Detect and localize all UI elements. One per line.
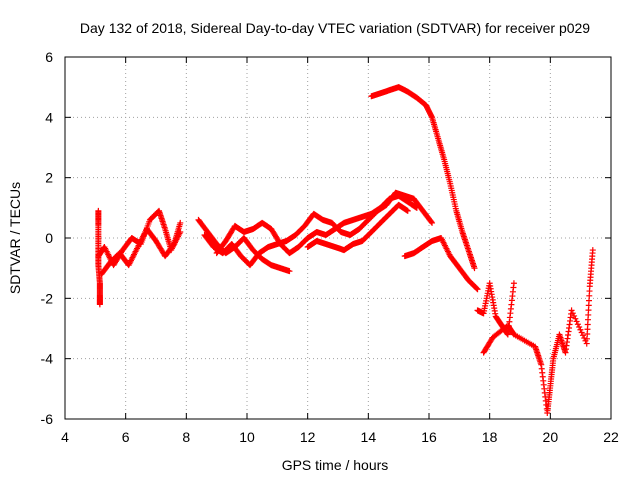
y-tick-label: -4 [41,351,54,367]
data-point [574,321,581,328]
data-point [429,219,436,226]
y-tick-label: -2 [41,290,54,306]
x-tick-label: 18 [482,429,498,445]
data-point [474,286,481,293]
axis-ticks [64,56,612,420]
data-point [573,318,580,325]
data-point [569,310,576,317]
data-point [568,307,575,314]
data-point [170,242,177,249]
grid [65,57,611,419]
x-tick-label: 4 [61,429,69,445]
y-tick-labels: -6 -4 -2 0 2 4 6 [41,49,54,427]
data-point [177,219,184,226]
y-tick-label: -6 [41,411,54,427]
y-axis-label: SDTVAR / TECUs [7,182,23,294]
x-tick-label: 8 [182,429,190,445]
x-tick-labels: 4 6 8 10 12 14 16 18 20 22 [61,429,619,445]
y-tick-label: 0 [45,230,53,246]
data-point [571,312,578,319]
x-axis-label: GPS time / hours [282,457,389,473]
y-tick-label: 6 [45,49,53,65]
data-point [577,326,584,333]
x-tick-label: 6 [122,429,130,445]
data-point [286,268,293,275]
data-point [572,315,579,322]
x-tick-label: 12 [300,429,316,445]
data-point [404,207,411,214]
data-point [471,265,478,272]
data-point [428,218,435,225]
data-point [589,247,596,254]
data-point [473,285,480,292]
data-point [581,335,588,342]
x-tick-label: 16 [421,429,437,445]
data-point [96,301,103,308]
data-point [576,323,583,330]
y-tick-label: 4 [45,109,53,125]
chart-title: Day 132 of 2018, Sidereal Day-to-day VTE… [80,20,590,36]
x-tick-label: 20 [543,429,559,445]
data-point [510,280,517,287]
x-tick-label: 10 [239,429,255,445]
data-marks [95,84,596,416]
data-point [579,332,586,339]
y-tick-label: 2 [45,170,53,186]
x-tick-label: 14 [361,429,377,445]
x-tick-label: 22 [603,429,619,445]
data-point [578,329,585,336]
